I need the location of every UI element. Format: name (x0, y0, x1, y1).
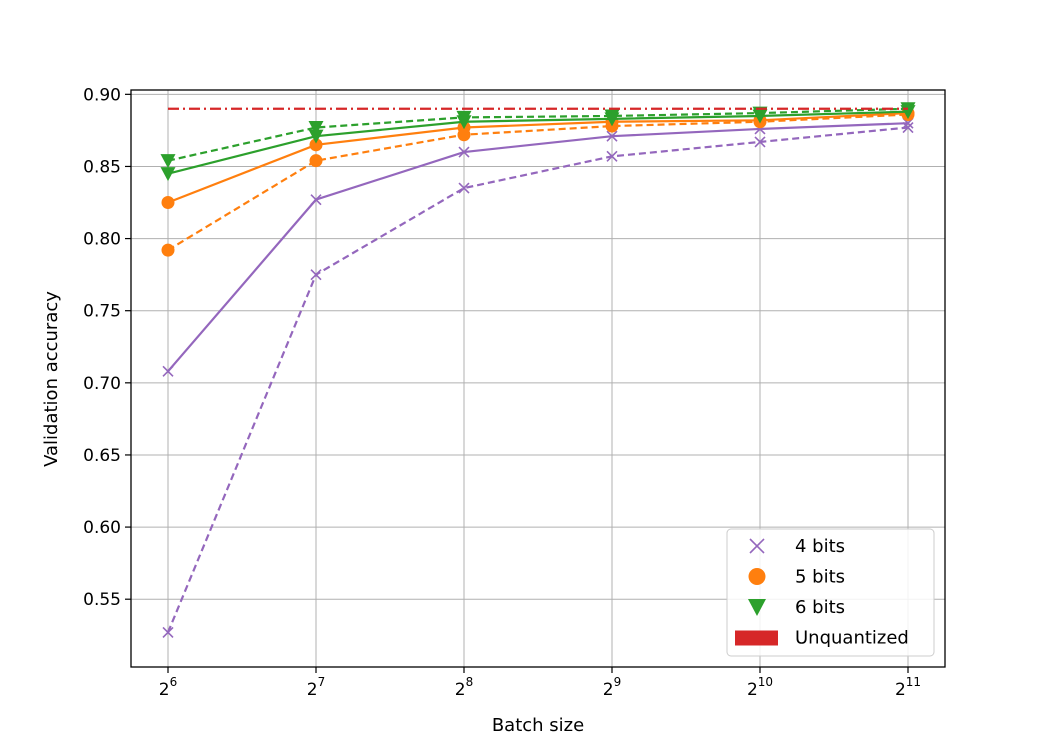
y-tick-label: 0.70 (83, 374, 121, 394)
series-line (167, 107, 909, 162)
legend-box (726, 528, 935, 657)
data-point (902, 121, 914, 134)
x-tick-label: 28 (455, 675, 473, 700)
marker-stroke (162, 626, 174, 638)
data-point (161, 196, 175, 210)
series-line (167, 122, 909, 373)
data-point (458, 146, 470, 158)
legend-label: 5 bits (795, 567, 845, 588)
data-point (160, 167, 176, 182)
marker-stroke (310, 194, 322, 206)
y-tick-label: 0.80 (83, 230, 121, 250)
data-point (309, 138, 323, 152)
axis-ticks: 26 27 28 29 210 211 0.55 0.60 0.65 0.70 0.75 0.80 0.… (83, 85, 921, 700)
y-tick-label: 0.75 (83, 302, 121, 322)
series-layer (160, 102, 916, 638)
x-tick-label: 26 (159, 675, 177, 700)
data-point (308, 129, 324, 144)
marker-stroke (310, 269, 322, 281)
series-line (166, 126, 909, 633)
data-point (162, 365, 174, 377)
y-tick-label: 0.85 (83, 157, 121, 177)
legend-swatch (748, 599, 766, 616)
y-tick-label: 0.90 (83, 85, 121, 105)
y-tick-label: 0.65 (83, 446, 121, 466)
data-point (752, 106, 768, 121)
marker-stroke (754, 136, 766, 148)
plot-frame (130, 89, 946, 668)
legend: 4 bits 5 bits 6 bits Unquantized (726, 528, 935, 657)
legend-label: 4 bits (795, 536, 845, 557)
legend-swatch (748, 568, 766, 585)
marker-stroke (749, 538, 765, 554)
x-tick-label: 210 (747, 675, 773, 700)
legend-label: Unquantized (795, 628, 909, 649)
marker-stroke (606, 150, 618, 162)
marker-stroke (902, 121, 914, 134)
series-line (167, 110, 909, 175)
y-axis-label: Validation accuracy (41, 291, 62, 467)
data-point (606, 150, 618, 162)
series-line (167, 111, 909, 204)
y-tick-label: 0.60 (83, 518, 121, 538)
data-point (162, 626, 174, 638)
data-point (457, 128, 471, 142)
data-point (308, 121, 324, 136)
x-tick-label: 27 (307, 675, 325, 700)
data-point (161, 243, 175, 257)
marker-stroke (606, 130, 618, 142)
x-tick-label: 211 (895, 675, 921, 700)
y-tick-label: 0.55 (83, 590, 121, 610)
marker-stroke (162, 365, 174, 377)
data-point (309, 154, 323, 168)
grid (131, 90, 945, 667)
marker-stroke (458, 146, 470, 158)
legend-swatch (749, 538, 765, 554)
data-point (606, 130, 618, 142)
data-point (456, 110, 472, 125)
data-point (160, 154, 176, 169)
x-axis-label: Batch size (492, 715, 584, 736)
data-point (754, 136, 766, 148)
x-tick-label: 29 (603, 675, 621, 700)
legend-swatch (735, 630, 778, 646)
data-point (310, 269, 322, 281)
data-point (310, 194, 322, 206)
series-line (167, 113, 909, 252)
legend-label: 6 bits (795, 597, 845, 618)
marker-stroke (458, 182, 470, 194)
data-point (458, 182, 470, 194)
data-point (604, 109, 620, 124)
